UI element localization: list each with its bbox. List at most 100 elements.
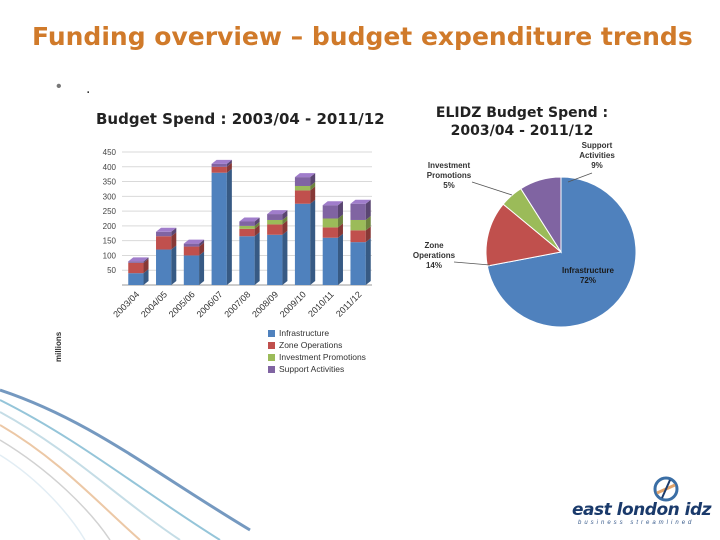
bar-segment-side — [143, 257, 149, 263]
bar-segment-side — [365, 215, 371, 231]
legend-label: Investment Promotions — [279, 352, 366, 362]
y-tick-label: 450 — [103, 148, 117, 157]
bar-top-face — [239, 217, 260, 222]
bar-segment-side — [254, 217, 260, 226]
logo: east london idz — [572, 500, 712, 520]
legend-swatch — [268, 330, 275, 337]
bar-segment — [239, 228, 255, 237]
bar-segment — [350, 203, 366, 220]
bar-segment — [350, 242, 366, 285]
bar-segment-side — [365, 199, 371, 220]
bar-segment — [211, 166, 227, 173]
bar-segment — [183, 246, 200, 256]
bar-segment — [128, 262, 144, 274]
y-tick-label: 150 — [103, 237, 117, 246]
bar-top-face — [128, 257, 149, 262]
bar-segment — [267, 224, 283, 235]
bar-segment — [294, 185, 311, 191]
bar-segment-side — [282, 230, 288, 285]
bar-segment-side — [337, 214, 343, 228]
bar-top-face — [183, 239, 205, 244]
bar-segment-side — [171, 227, 177, 237]
pie-slice-percent: 5% — [443, 181, 455, 190]
bar-segment-side — [171, 232, 177, 250]
y-tick-label: 400 — [103, 163, 117, 172]
pie-leader-line — [453, 261, 491, 266]
bar-segment — [128, 261, 144, 263]
bar-top-face — [267, 210, 288, 215]
bar-segment-side — [365, 226, 371, 243]
bar-segment-side — [337, 201, 343, 219]
bar-segment — [267, 214, 283, 220]
pie-slice-percent: 72% — [580, 276, 596, 285]
bar-segment-side — [365, 238, 371, 285]
bar-segment-side — [143, 269, 149, 285]
logo-tagline: business streamlined — [578, 520, 695, 526]
pie-slice-label: Zone — [424, 241, 444, 250]
bar-segment-side — [199, 239, 205, 247]
bar-segment-side — [310, 181, 316, 191]
page-title: Funding overview – budget expenditure tr… — [32, 22, 693, 51]
bar-segment-side — [199, 242, 205, 256]
bar-top-face — [211, 159, 232, 164]
y-tick-label: 250 — [103, 207, 117, 216]
pie-chart-title: ELIDZ Budget Spend : 2003/04 - 2011/12 — [435, 105, 609, 139]
bar-segment — [156, 236, 172, 250]
legend-label: Infrastructure — [279, 328, 329, 338]
bar-segment-side — [254, 221, 260, 229]
bar-segment — [183, 243, 200, 247]
bar-segment — [156, 231, 172, 237]
bar-segment-side — [254, 232, 260, 285]
legend-swatch — [268, 342, 275, 349]
bar-segment — [294, 190, 311, 204]
y-tick-label: 50 — [107, 266, 116, 275]
pie-slice-label: Infrastructure — [562, 266, 615, 275]
bar-segment — [239, 236, 255, 285]
bar-segment — [322, 218, 338, 228]
bar-segment — [128, 273, 144, 285]
bar-segment-side — [337, 223, 343, 238]
bar-segment-side — [254, 224, 260, 237]
bar-segment-side — [171, 245, 177, 285]
bar-segment-side — [143, 258, 149, 274]
bar-segment-side — [310, 173, 316, 186]
y-tick-label: 350 — [103, 178, 117, 187]
legend-swatch — [268, 366, 275, 373]
bar-segment-side — [282, 220, 288, 235]
bar-segment-side — [282, 215, 288, 225]
bar-segment — [239, 221, 255, 226]
bar-segment-side — [226, 159, 232, 167]
bar-segment — [156, 249, 172, 285]
bar-top-face — [156, 227, 177, 232]
bar-segment-side — [282, 210, 288, 220]
bar-chart-title: Budget Spend : 2003/04 - 2011/12 — [96, 110, 385, 128]
pie-slice-label: Investment — [428, 161, 471, 170]
logo-name: east london idz — [572, 500, 712, 520]
bar-segment-side — [310, 199, 316, 285]
bar-top-face — [322, 201, 343, 206]
bar-segment-side — [226, 168, 232, 285]
bullet-marker: • — [56, 78, 62, 95]
bar-segment — [211, 163, 227, 167]
pie-slice-label: Support — [582, 141, 613, 150]
bar-segment-side — [226, 162, 232, 173]
bullet-text: . — [86, 80, 91, 97]
pie-leader-line — [471, 181, 513, 196]
bar-segment — [350, 219, 366, 231]
bar-segment — [322, 205, 338, 219]
pie-slice-percent: 9% — [591, 161, 603, 170]
bar-segment — [322, 237, 338, 285]
bar-segment-side — [337, 233, 343, 285]
pie-slice-percent: 14% — [426, 261, 442, 270]
bar-segment — [294, 203, 311, 285]
bar-segment — [350, 230, 366, 243]
bar-segment — [322, 227, 338, 238]
bar-segment — [183, 255, 200, 285]
pie-slice-label: Activities — [579, 151, 615, 160]
pie-slice — [485, 203, 563, 267]
y-tick-label: 300 — [103, 192, 117, 201]
legend-label: Support Activities — [279, 364, 344, 374]
